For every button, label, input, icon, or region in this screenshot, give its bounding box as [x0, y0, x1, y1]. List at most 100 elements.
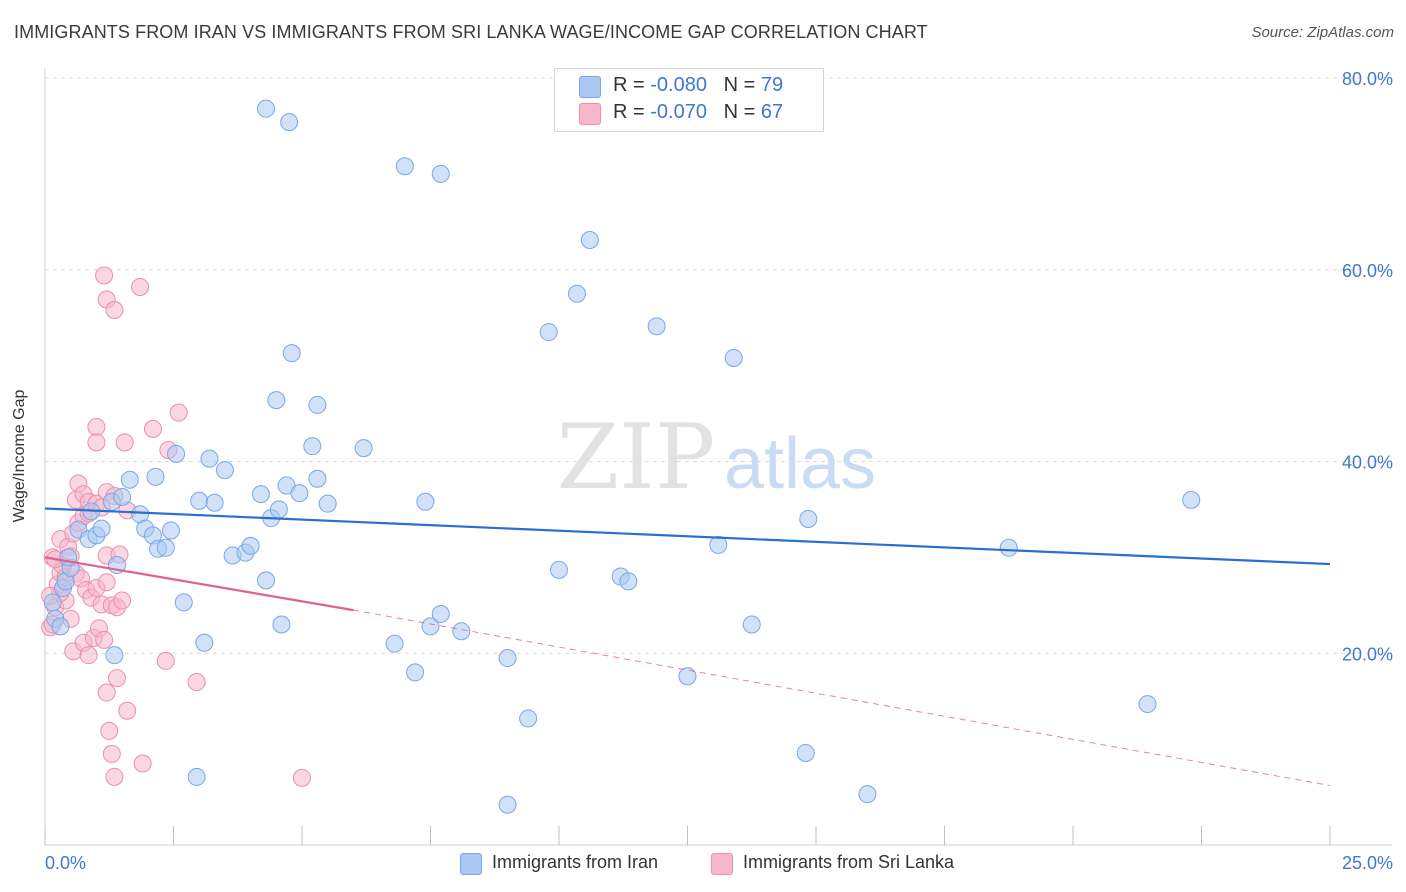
- axes: [44, 68, 1392, 846]
- trend-lines: [44, 507, 1331, 787]
- iran-point: [272, 615, 291, 634]
- y-axis-label: Wage/Income Gap: [11, 389, 28, 523]
- chart-title: IMMIGRANTS FROM IRAN VS IMMIGRANTS FROM …: [14, 22, 928, 42]
- iran-point: [146, 467, 165, 486]
- iran-point: [354, 439, 373, 458]
- legend-label-srilanka: Immigrants from Sri Lanka: [743, 852, 955, 872]
- iran-point: [431, 164, 450, 183]
- sri-lanka-point: [118, 701, 137, 720]
- legend-label-iran: Immigrants from Iran: [492, 852, 659, 872]
- sri-lanka-point: [156, 651, 175, 670]
- sri-lanka-point: [107, 669, 126, 688]
- sri-lanka-point: [105, 767, 124, 786]
- iran-point: [161, 521, 180, 540]
- iran-point: [267, 391, 286, 410]
- iran-point: [282, 344, 301, 363]
- n-label: N =: [723, 101, 761, 123]
- srilanka-swatch: [579, 103, 601, 125]
- trend-line-srilanka: [44, 556, 354, 612]
- sri-lanka-point: [97, 573, 116, 592]
- sri-lanka-point: [187, 673, 206, 692]
- trend-line-iran: [44, 507, 1331, 566]
- stats-legend-box: R = -0.080 N = 79 R = -0.070 N = 67: [554, 68, 824, 132]
- x-tick-label-min: 0.0%: [45, 853, 86, 873]
- iran-point: [431, 604, 450, 623]
- iran-point: [187, 767, 206, 786]
- iran-point: [105, 646, 124, 665]
- iran-point: [290, 484, 309, 503]
- iran-point: [215, 461, 234, 480]
- iran-point: [395, 157, 414, 176]
- r-label: R =: [613, 74, 651, 96]
- iran-point: [205, 493, 224, 512]
- sri-lanka-point: [95, 630, 114, 649]
- n-value: 67: [760, 101, 784, 123]
- sri-lanka-point: [87, 433, 106, 452]
- iran-point: [580, 231, 599, 250]
- iran-point: [303, 437, 322, 456]
- iran-point: [195, 633, 214, 652]
- legend-swatch-srilanka: [711, 853, 733, 875]
- y-tick-label: 20.0%: [1342, 644, 1393, 664]
- sri-lanka-point: [95, 266, 114, 285]
- iran-point: [742, 615, 761, 634]
- iran-point: [174, 593, 193, 612]
- tick-labels: 20.0% 40.0% 60.0% 80.0% 0.0% 25.0%: [45, 69, 1393, 873]
- iran-point: [519, 709, 538, 728]
- iran-point: [406, 663, 425, 682]
- iran-swatch: [579, 76, 601, 98]
- iran-point: [385, 634, 404, 653]
- sri-lanka-point: [113, 591, 132, 610]
- iran-point: [421, 617, 440, 636]
- series-iran-points: [43, 99, 1201, 814]
- iran-point: [567, 284, 586, 303]
- iran-point: [269, 500, 288, 519]
- r-value: -0.080: [650, 74, 707, 96]
- legend-swatch-iran: [460, 853, 482, 875]
- iran-point: [308, 395, 327, 414]
- iran-point: [257, 99, 276, 118]
- iran-point: [999, 538, 1018, 557]
- sri-lanka-point: [97, 683, 116, 702]
- iran-point: [678, 667, 697, 686]
- iran-point: [416, 492, 435, 511]
- iran-point: [51, 617, 70, 636]
- iran-point: [280, 113, 299, 132]
- watermark-atlas: atlas: [724, 424, 876, 504]
- stats-text-srilanka: R = -0.070 N = 67: [613, 101, 783, 124]
- iran-point: [452, 622, 471, 641]
- sri-lanka-point: [100, 721, 119, 740]
- n-label: N =: [723, 74, 761, 96]
- y-tick-label: 40.0%: [1342, 453, 1393, 473]
- iran-point: [619, 572, 638, 591]
- iran-point: [498, 649, 517, 668]
- iran-point: [796, 743, 815, 762]
- iran-point: [858, 785, 877, 804]
- sri-lanka-point: [143, 419, 162, 438]
- sri-lanka-point: [131, 278, 150, 297]
- watermark: ZIP atlas: [557, 405, 876, 510]
- sri-lanka-point: [115, 433, 134, 452]
- iran-point: [308, 469, 327, 488]
- stats-text-iran: R = -0.080 N = 79: [613, 74, 783, 97]
- r-value: -0.070: [650, 101, 707, 123]
- iran-point: [647, 317, 666, 336]
- grid-lines: [45, 77, 1392, 654]
- iran-point: [799, 510, 818, 529]
- n-value: 79: [760, 74, 784, 96]
- r-label: R =: [613, 101, 651, 123]
- iran-point: [43, 593, 62, 612]
- iran-point: [1138, 695, 1157, 714]
- iran-point: [498, 795, 517, 814]
- iran-point: [1182, 490, 1201, 509]
- iran-point: [251, 485, 270, 504]
- iran-point: [167, 444, 186, 463]
- sri-lanka-point: [133, 754, 152, 773]
- sri-lanka-point: [169, 403, 188, 422]
- y-tick-label: 60.0%: [1342, 261, 1393, 281]
- iran-point: [156, 538, 175, 557]
- iran-point: [241, 536, 260, 555]
- iran-point: [709, 535, 728, 554]
- sri-lanka-point: [87, 417, 106, 436]
